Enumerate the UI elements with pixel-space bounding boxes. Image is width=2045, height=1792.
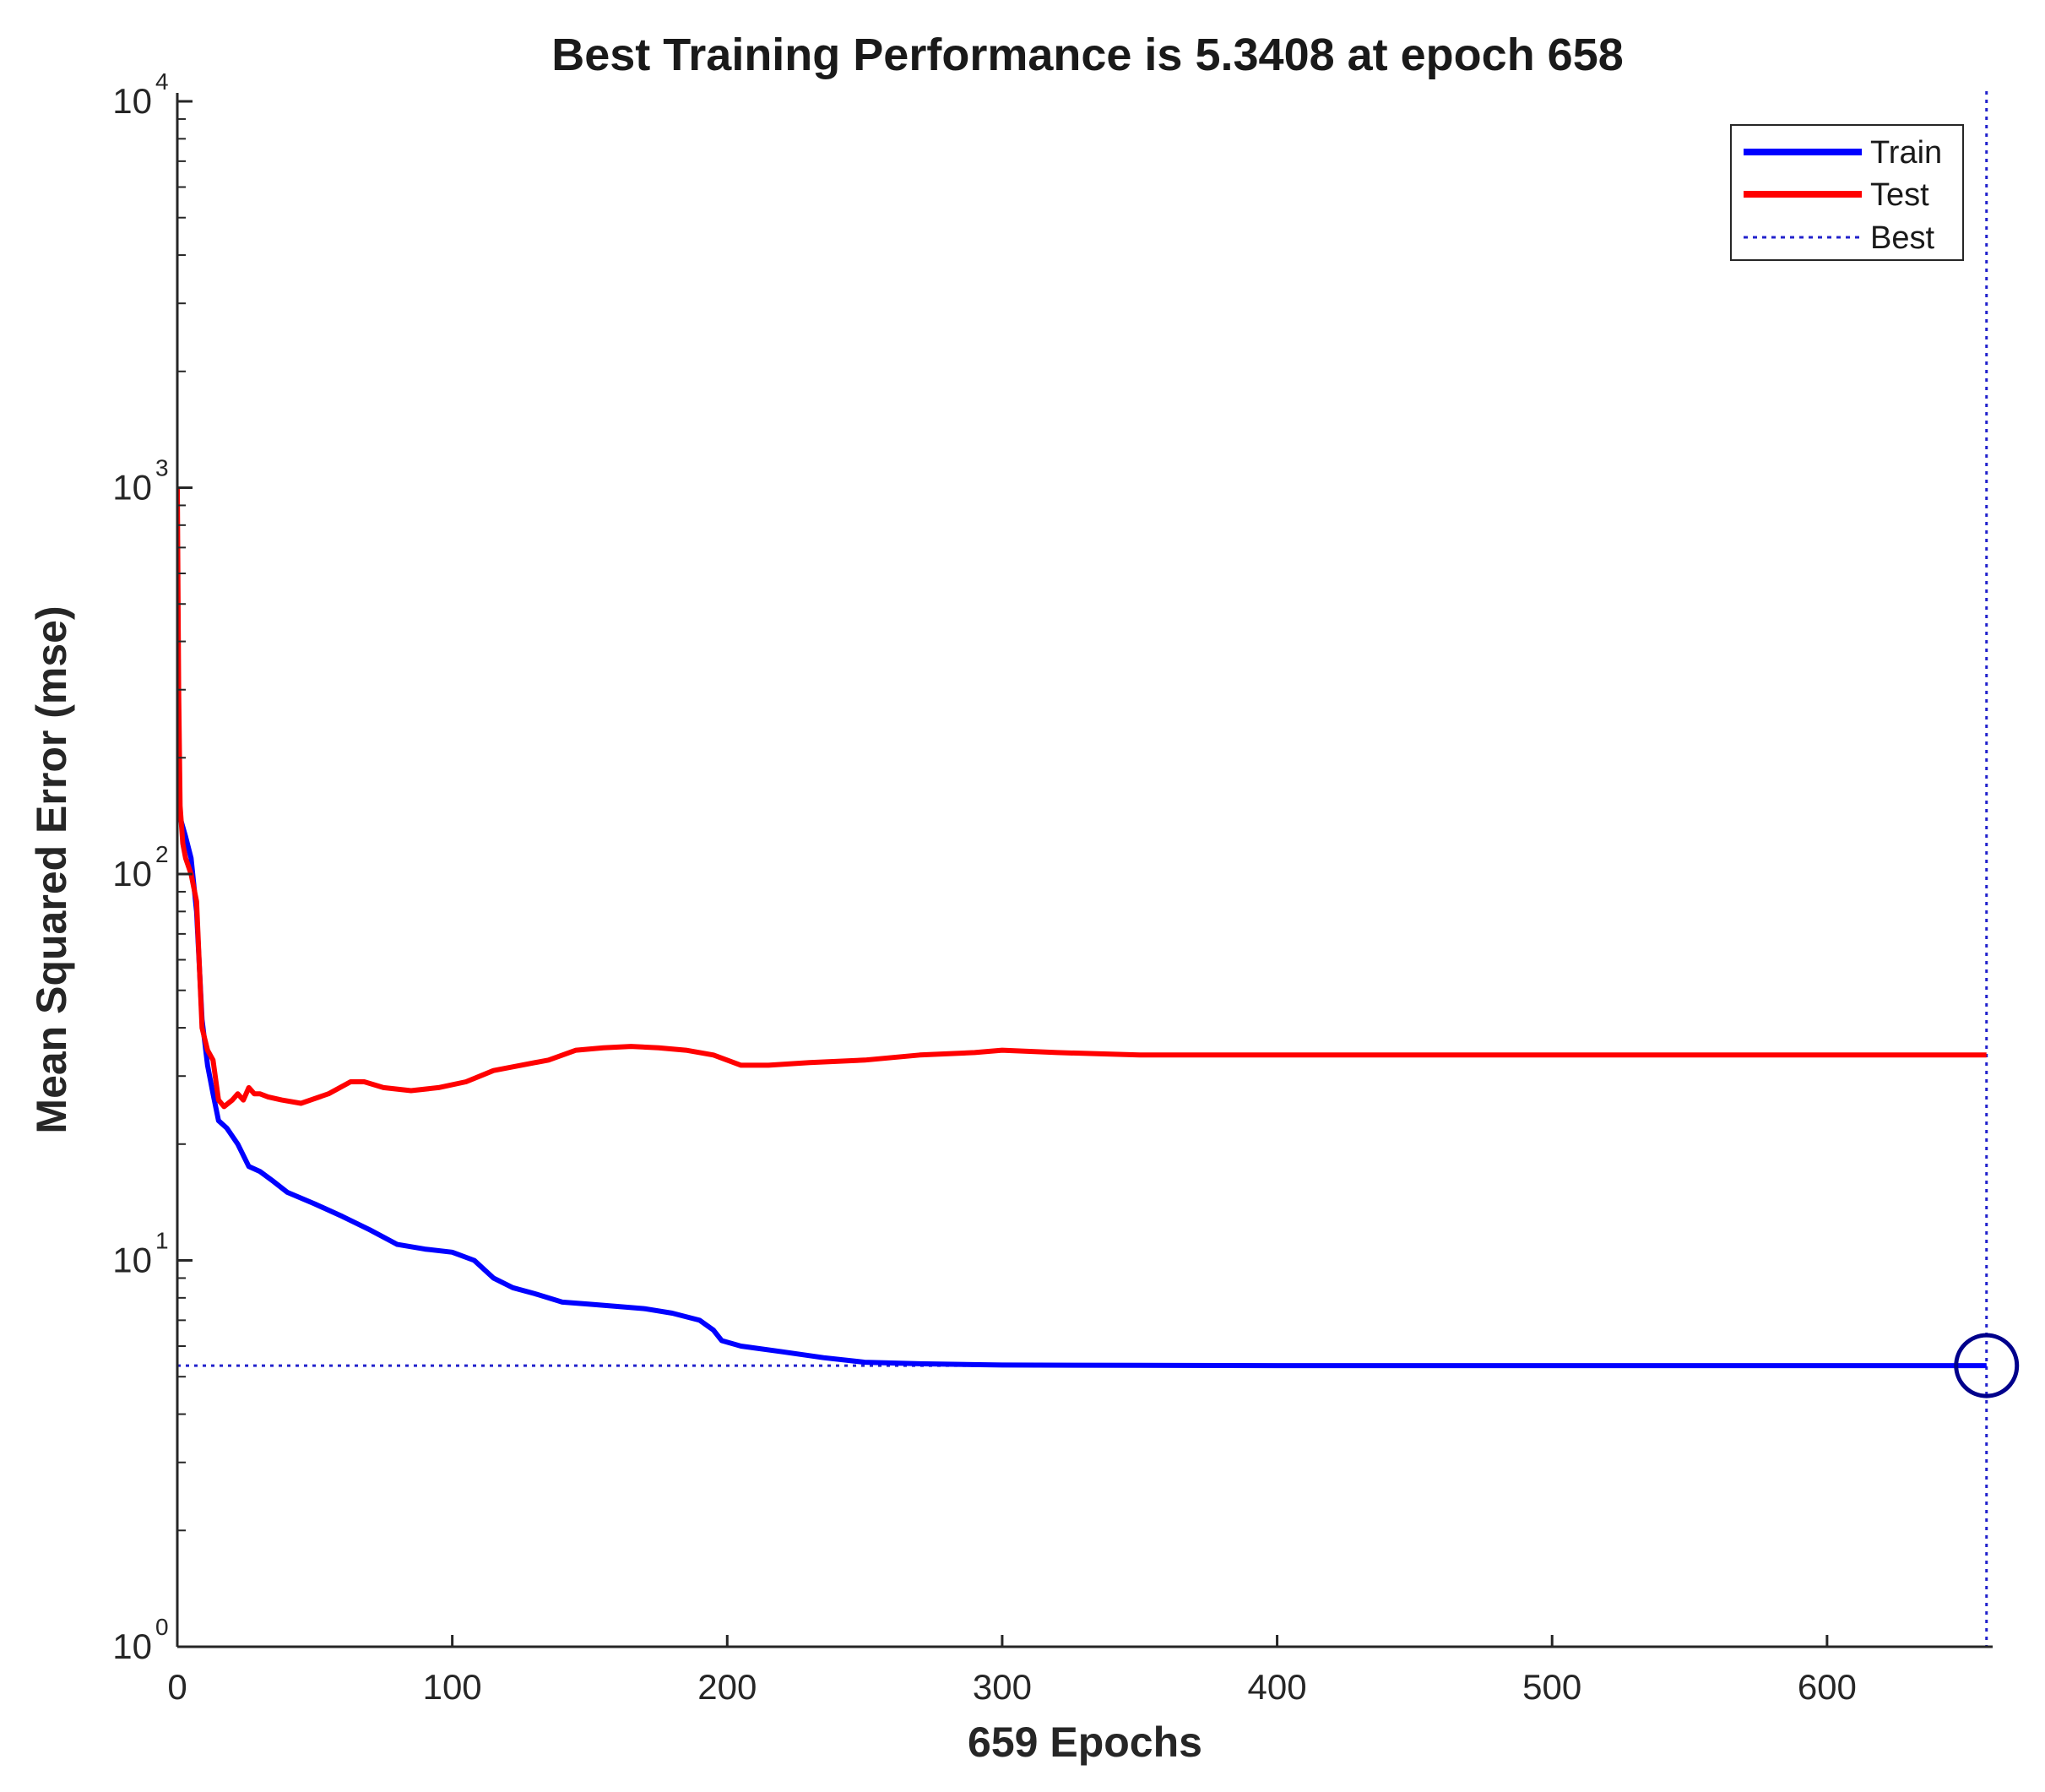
x-tick-label: 200	[697, 1667, 757, 1707]
series-layer	[177, 487, 1987, 1369]
y-tick-label: 10	[112, 1241, 152, 1280]
y-axis-label: Mean Squared Error (mse)	[28, 605, 75, 1133]
x-tick-label: 100	[423, 1667, 482, 1707]
legend-train-label: Train	[1870, 135, 1942, 171]
x-tick-label: 500	[1522, 1667, 1581, 1707]
legend-item-best: Best	[1744, 220, 1934, 256]
legend-best-label: Best	[1870, 220, 1934, 256]
x-tick-label: 300	[973, 1667, 1032, 1707]
y-tick-exponent: 0	[155, 1614, 169, 1640]
x-tick-label: 600	[1798, 1667, 1857, 1707]
best-point-circle	[1954, 1333, 2020, 1398]
legend: Train Test Best	[1730, 124, 1964, 261]
y-tick-exponent: 3	[155, 455, 169, 481]
legend-test-label: Test	[1870, 177, 1929, 213]
series-test-line	[177, 487, 1987, 1110]
y-tick-exponent: 1	[155, 1228, 169, 1254]
x-axis-ticks: 0 100 200 300 400 500 600	[167, 1635, 1857, 1707]
legend-item-test: Test	[1744, 177, 1929, 213]
y-tick-label: 10	[112, 854, 152, 893]
y-tick-label: 10	[112, 81, 152, 121]
y-tick-exponent: 2	[155, 841, 169, 867]
chart-title: Best Training Performance is 5.3408 at e…	[551, 30, 1624, 80]
y-tick-exponent: 4	[155, 68, 169, 95]
x-axis-label: 659 Epochs	[968, 1719, 1202, 1766]
legend-item-train: Train	[1744, 135, 1942, 171]
y-tick-label: 10	[112, 1626, 152, 1666]
x-tick-label: 400	[1248, 1667, 1307, 1707]
best-point-layer	[1954, 1333, 2020, 1398]
series-train-line	[177, 795, 1987, 1369]
x-tick-label: 0	[167, 1667, 187, 1707]
y-tick-label: 10	[112, 468, 152, 508]
